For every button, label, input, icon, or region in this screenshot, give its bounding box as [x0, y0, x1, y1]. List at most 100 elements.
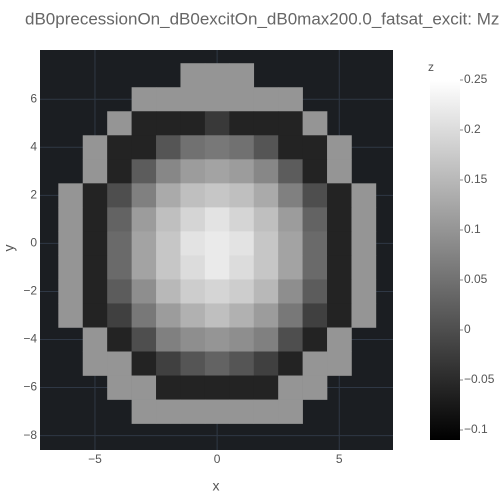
heatmap-cell [156, 231, 181, 256]
colorbar-title: z [428, 60, 434, 74]
heatmap-cell [156, 207, 181, 232]
heatmap-cell [351, 207, 377, 232]
heatmap-cell [156, 183, 181, 208]
heatmap-cell [229, 159, 255, 184]
heatmap-cell [327, 351, 352, 376]
heatmap-cell [253, 375, 279, 400]
heatmap-cell [58, 231, 84, 256]
heatmap-cell [351, 255, 377, 280]
heatmap-cell [156, 327, 181, 352]
heatmap-cell [180, 111, 206, 136]
heatmap-cell [82, 303, 108, 328]
heatmap-cell [327, 231, 352, 256]
heatmap-cell [302, 159, 328, 184]
y-tick-label: −8 [23, 428, 37, 442]
colorbar-tick-label: 0 [464, 322, 471, 336]
heatmap-cell [351, 279, 377, 304]
heatmap-cell [107, 231, 132, 256]
heatmap-cell [58, 183, 84, 208]
heatmap-cell [302, 351, 328, 376]
y-tick-label: −2 [23, 284, 37, 298]
y-tick-label: 2 [30, 188, 37, 202]
heatmap-cell [107, 183, 132, 208]
heatmap-cell [82, 279, 108, 304]
chart-title: dB0precessionOn_dB0excitOn_dB0max200.0_f… [25, 9, 499, 28]
heatmap-cell [131, 183, 157, 208]
heatmap-cell [131, 159, 157, 184]
colorbar-tick-label: 0.25 [464, 72, 488, 86]
heatmap-cell [204, 327, 230, 352]
heatmap-cell [253, 327, 279, 352]
heatmap-cell [253, 135, 279, 160]
heatmap-cell [180, 135, 206, 160]
heatmap-cell [156, 111, 181, 136]
heatmap-cell [131, 135, 157, 160]
heatmap-cell [229, 255, 255, 280]
heatmap-cell [302, 375, 328, 400]
heatmap-cell [302, 135, 328, 160]
heatmap-cell [156, 351, 181, 376]
heatmap-cell [302, 207, 328, 232]
colorbar-tick-label: 0.15 [464, 172, 488, 186]
heatmap-cell [107, 255, 132, 280]
heatmap-cell [82, 159, 108, 184]
heatmap-cell [204, 183, 230, 208]
heatmap-cell [253, 399, 279, 424]
heatmap-cell [302, 231, 328, 256]
heatmap-cell [204, 159, 230, 184]
heatmap-cell [180, 327, 206, 352]
y-tick-label: −4 [23, 332, 37, 346]
heatmap-cell [156, 375, 181, 400]
heatmap-cell [204, 255, 230, 280]
heatmap-cell [156, 87, 181, 112]
heatmap-cell [82, 207, 108, 232]
x-tick-label: 5 [336, 452, 343, 466]
heatmap-cell [302, 327, 328, 352]
heatmap-cell [278, 231, 303, 256]
heatmap-cell [204, 135, 230, 160]
heatmap-cell [229, 231, 255, 256]
heatmap-cell [131, 303, 157, 328]
heatmap-cell [156, 303, 181, 328]
heatmap-cell [204, 231, 230, 256]
heatmap-cell [327, 255, 352, 280]
heatmap-cell [204, 207, 230, 232]
heatmap-cell [302, 303, 328, 328]
heatmap-cell [107, 111, 132, 136]
x-tick-label: −5 [88, 452, 102, 466]
heatmap-cell [156, 399, 181, 424]
heatmap-cell [229, 207, 255, 232]
heatmap-cell [302, 111, 328, 136]
heatmap-cell [253, 111, 279, 136]
heatmap-cell [131, 111, 157, 136]
x-axis-title: x [213, 478, 220, 494]
heatmap-cell [278, 279, 303, 304]
heatmap-cell [82, 255, 108, 280]
heatmap-cell [131, 399, 157, 424]
heatmap-cell [229, 399, 255, 424]
heatmap-cell [156, 159, 181, 184]
heatmap-cell [229, 327, 255, 352]
heatmap-cell [180, 399, 206, 424]
heatmap-cell [58, 279, 84, 304]
heatmap-cell [107, 327, 132, 352]
heatmap-cell [180, 303, 206, 328]
colorbar-tick-label: −0.1 [464, 422, 488, 436]
heatmap-cell [229, 87, 255, 112]
heatmap-cell [131, 351, 157, 376]
heatmap-cell [180, 375, 206, 400]
heatmap-cell [82, 327, 108, 352]
heatmap-cell [229, 279, 255, 304]
heatmap-cell [131, 327, 157, 352]
y-tick-label: −6 [23, 380, 37, 394]
heatmap-cell [253, 87, 279, 112]
heatmap-cell [229, 135, 255, 160]
heatmap-cell [204, 111, 230, 136]
heatmap-cell [204, 63, 230, 88]
heatmap-cell [156, 135, 181, 160]
heatmap-cell [204, 87, 230, 112]
heatmap-cell [107, 159, 132, 184]
heatmap-cell [229, 183, 255, 208]
heatmap-cell [204, 351, 230, 376]
heatmap-cell [180, 255, 206, 280]
